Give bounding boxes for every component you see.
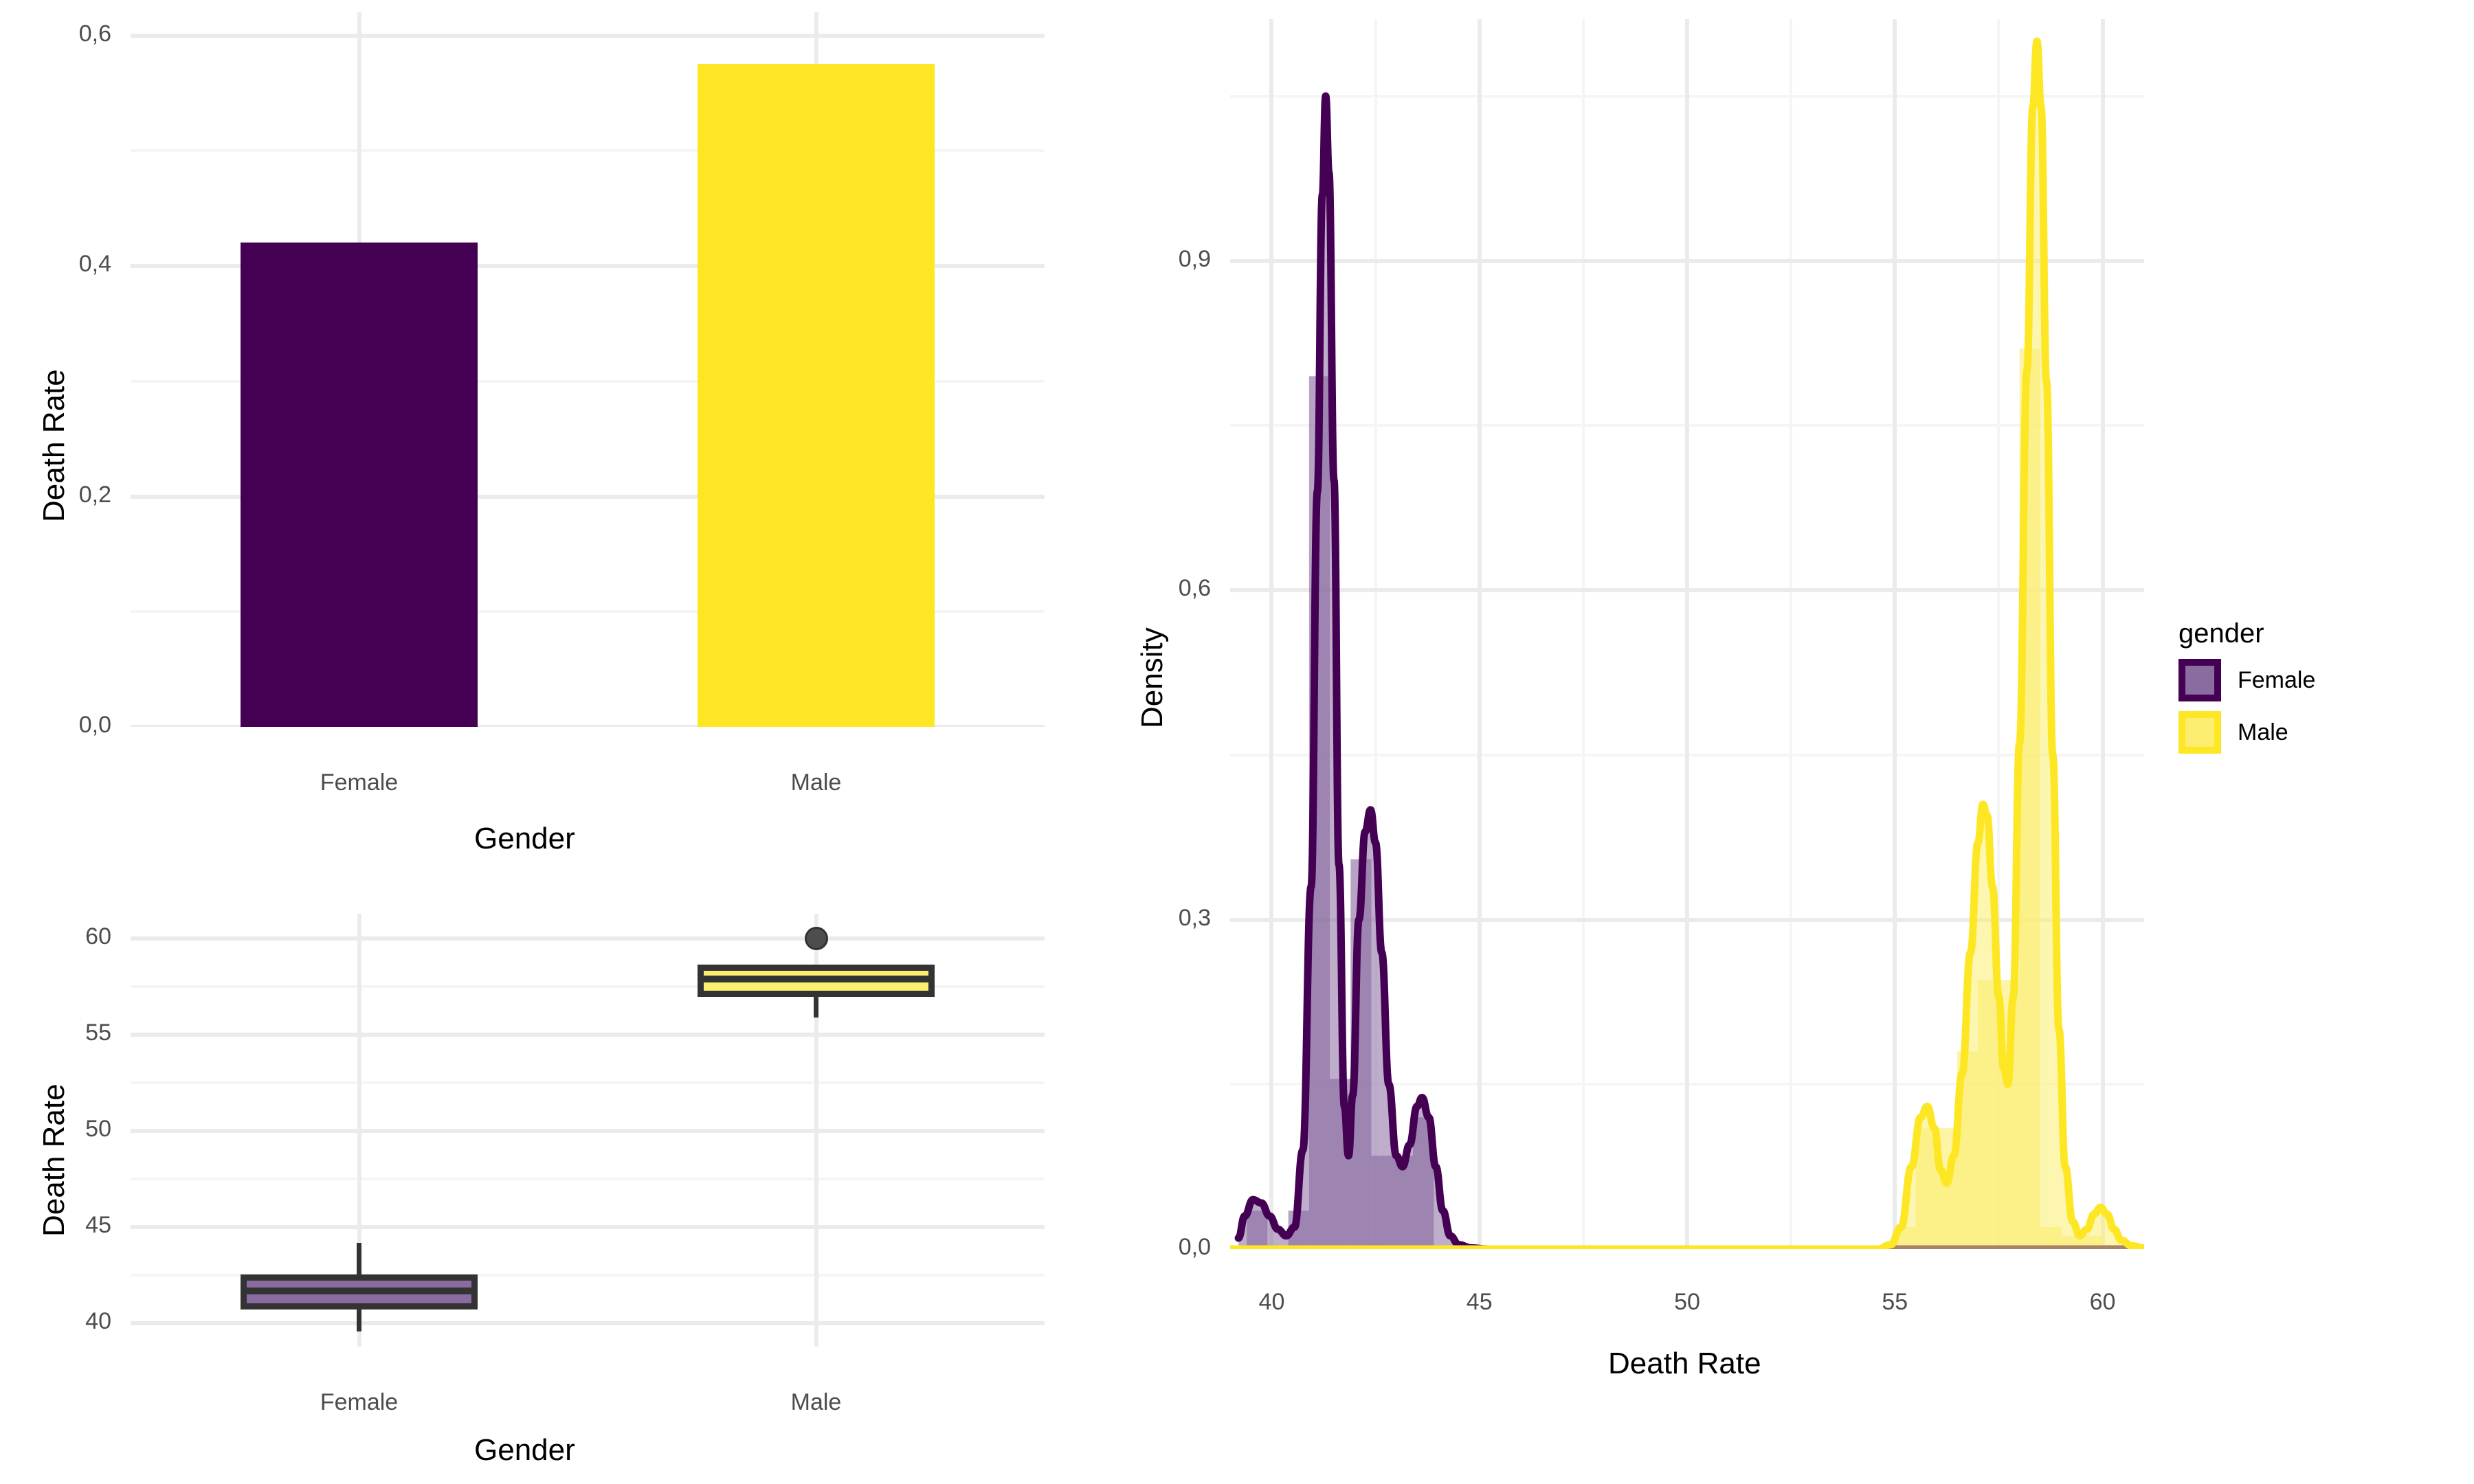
grid-line-major [131, 494, 1045, 499]
bar-chart-x-tick-label-male: Male [790, 769, 842, 796]
grid-line-major [131, 1129, 1045, 1134]
grid-line-minor [1581, 19, 1585, 1249]
density-plot-x-tick-label: 45 [1466, 1289, 1493, 1315]
box-plot-y-tick-label: 55 [85, 1020, 111, 1046]
density-plot-y-tick-label: 0,6 [1178, 575, 1211, 602]
bar-chart-plot-area [131, 12, 1045, 727]
bar-male[interactable] [697, 64, 935, 727]
grid-line-major [131, 33, 1045, 38]
grid-line-minor [131, 379, 1045, 383]
density-series-female [1234, 92, 2144, 1249]
grid-line-minor [1374, 19, 1377, 1249]
density-plot-x-tick-label: 60 [2089, 1289, 2116, 1315]
density-series-male [1230, 37, 2144, 1249]
median-line [697, 976, 935, 983]
grid-line-category [357, 914, 361, 1347]
grid-line-major [131, 1225, 1045, 1230]
box-plot-plot-area [131, 914, 1045, 1347]
outlier-point[interactable] [804, 927, 828, 951]
density-plot-x-tick-label: 50 [1674, 1289, 1700, 1315]
density-curves [1230, 37, 2144, 1249]
density-plot-x-tick-label: 40 [1258, 1289, 1285, 1315]
legend-item-male[interactable]: Male [2178, 711, 2315, 754]
bar-chart-x-axis-title: Gender [474, 822, 575, 855]
grid-line-minor [131, 149, 1045, 153]
grid-line-major [2100, 19, 2105, 1249]
box-plot-x-tick-label-male: Male [790, 1389, 842, 1415]
box-male[interactable] [131, 914, 1045, 1347]
box-female[interactable] [131, 914, 1045, 1347]
grid-line-major [131, 936, 1045, 941]
legend-item-label: Female [2238, 666, 2316, 693]
grid-line-major [131, 1321, 1045, 1326]
grid-line-minor [131, 1178, 1045, 1181]
density-line [1234, 92, 2144, 1249]
bar-chart-panel: Death Rate Gender 0,0 0,2 0,4 0,6 Female Male [0, 0, 1072, 879]
density-plot-y-tick-label: 0,3 [1178, 904, 1211, 931]
density-line [1230, 37, 2144, 1249]
density-plot-y-tick-label: 0,9 [1178, 245, 1211, 272]
density-plot-plot-area [1230, 19, 2144, 1249]
bar-chart-x-tick-label-female: Female [320, 769, 399, 796]
bar-chart-y-tick-label: 0,4 [78, 251, 111, 278]
legend-items: Female Male [2178, 659, 2315, 754]
grid-line-category [814, 914, 818, 1347]
grid-line-minor [131, 1081, 1045, 1085]
box-plot-x-axis-title: Gender [474, 1433, 575, 1467]
box-plot-panel: Death Rate Gender 40 45 50 55 60 Female Male [0, 893, 1072, 1484]
grid-line-minor [131, 985, 1045, 989]
grid-line-major [1269, 19, 1274, 1249]
median-line [240, 1287, 478, 1294]
grid-line-minor [131, 610, 1045, 614]
box-plot-y-tick-label: 50 [85, 1116, 111, 1143]
bar-chart-y-tick-label: 0,6 [78, 20, 111, 47]
bar-chart-y-tick-label: 0,0 [78, 712, 111, 738]
legend-item-label: Male [2238, 719, 2288, 745]
density-plot-x-tick-label: 55 [1882, 1289, 1908, 1315]
grid-line-minor [1997, 19, 2001, 1249]
legend: gender Female Male [2178, 618, 2315, 754]
grid-line-major [1477, 19, 1482, 1249]
box-plot-x-tick-label-female: Female [320, 1389, 399, 1415]
grid-line-major [1685, 19, 1689, 1249]
bar-female[interactable] [240, 243, 478, 727]
grid-line-minor [1790, 19, 1793, 1249]
density-area [1230, 41, 2144, 1249]
grid-line-major [131, 1033, 1045, 1037]
grid-line-major [131, 725, 1045, 727]
density-plot-y-tick-label: 0,0 [1178, 1234, 1211, 1260]
legend-title: gender [2178, 618, 2264, 649]
legend-item-female[interactable]: Female [2178, 659, 2315, 701]
density-plot-panel: Density Death Rate gender Female Male 0,0… [1072, 0, 2474, 1484]
legend-key-female [2178, 659, 2221, 701]
legend-key-male [2178, 711, 2221, 754]
box-plot-y-tick-label: 40 [85, 1308, 111, 1335]
bar-chart-y-tick-label: 0,2 [78, 481, 111, 508]
density-plot-y-axis-title: Density [1135, 627, 1169, 728]
grid-line-major [1893, 19, 1897, 1249]
box-plot-y-tick-label: 45 [85, 1212, 111, 1239]
grid-line-major [131, 264, 1045, 269]
box-plot-y-tick-label: 60 [85, 923, 111, 950]
density-plot-x-axis-title: Death Rate [1608, 1347, 1761, 1380]
grid-line-minor [131, 1274, 1045, 1277]
